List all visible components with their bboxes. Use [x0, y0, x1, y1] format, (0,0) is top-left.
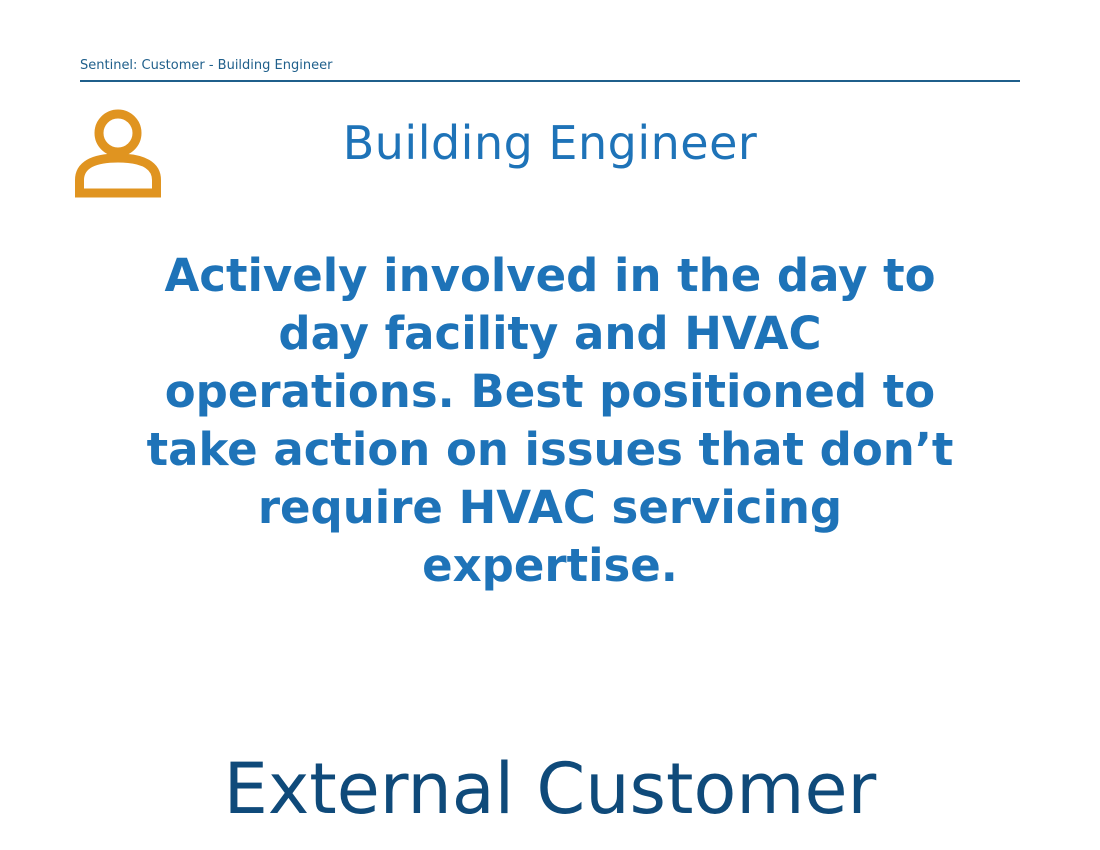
persona-title: Building Engineer — [342, 116, 758, 170]
user-icon — [75, 109, 161, 198]
header-divider — [80, 80, 1020, 82]
breadcrumb: Sentinel: Customer - Building Engineer — [80, 58, 333, 73]
customer-category: External Customer — [223, 748, 877, 830]
persona-description: Actively involved in the day to day faci… — [146, 249, 954, 592]
